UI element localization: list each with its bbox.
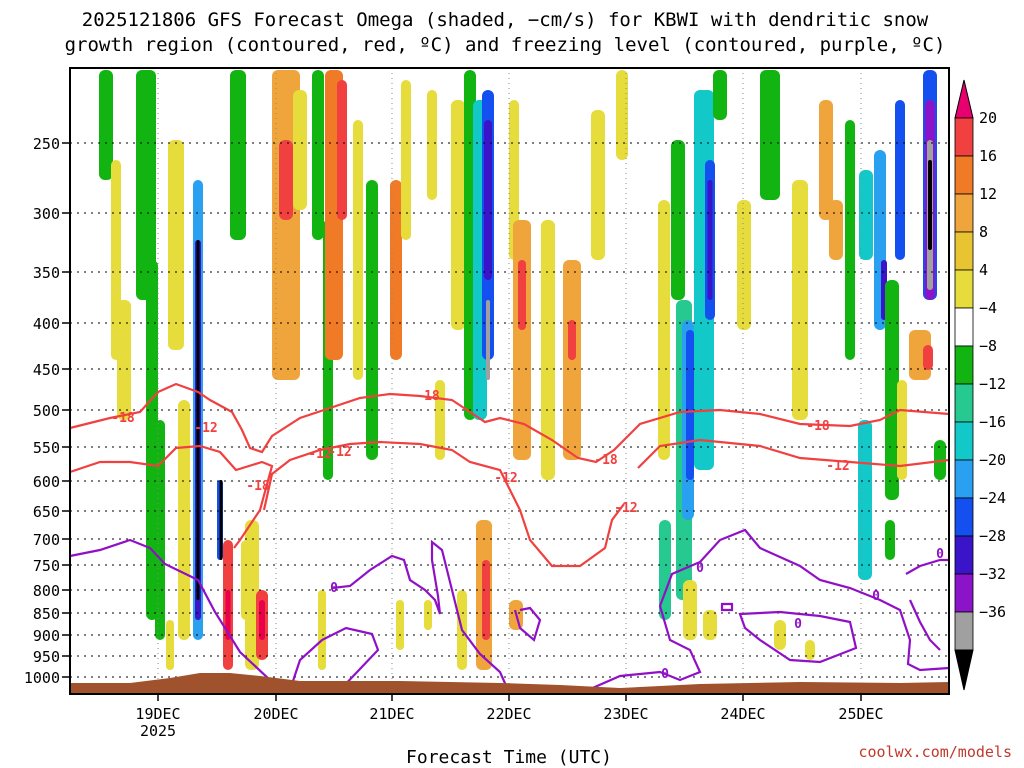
- colorbar-label: −28: [979, 527, 1006, 545]
- x-tick-label: 22DEC: [486, 705, 531, 723]
- y-axis: 250 300 350 400 450 500 550 600 650 700 750 800 850 9…: [24, 135, 70, 687]
- omega-shading: [99, 70, 946, 670]
- y-tick-label: 250: [33, 135, 60, 153]
- colorbar: 20 16 12 8 4 −4 −8 −12 −16 −20 −24 −28 −32 −36: [954, 79, 1006, 691]
- contour-label: -18: [416, 389, 440, 404]
- y-tick-label: 550: [33, 439, 60, 457]
- y-tick-label: 400: [33, 315, 60, 333]
- x-tick-label: 23DEC: [603, 705, 648, 723]
- colorbar-label: −4: [979, 299, 997, 317]
- colorbar-label: −16: [979, 413, 1006, 431]
- y-tick-label: 650: [33, 503, 60, 521]
- contour-label: -18: [111, 411, 135, 426]
- contour-label: 0: [661, 667, 669, 682]
- colorbar-swatch: [954, 231, 974, 271]
- credit-text: coolwx.com/models: [858, 743, 1012, 761]
- y-tick-label: 300: [33, 205, 60, 223]
- contour-label: 0: [872, 589, 880, 604]
- colorbar-swatch: [954, 421, 974, 461]
- x-axis: 19DEC 20DEC 21DEC 22DEC 23DEC 24DEC 25DEC: [135, 694, 884, 723]
- contour-label: 0: [794, 617, 802, 632]
- colorbar-top-arrow: [954, 79, 974, 119]
- x-tick-label: 25DEC: [838, 705, 883, 723]
- x-tick-label: 24DEC: [720, 705, 765, 723]
- terrain-fill: [70, 673, 949, 694]
- colorbar-swatch: [954, 573, 974, 613]
- y-tick-label: 700: [33, 531, 60, 549]
- colorbar-label: 20: [979, 109, 997, 127]
- contour-zero-a: [69, 538, 542, 691]
- colorbar-bottom-arrow: [954, 649, 974, 691]
- colorbar-label: −24: [979, 489, 1006, 507]
- chart-title-line2: growth region (contoured, red, ºC) and f…: [65, 34, 946, 56]
- contour-minus12: [69, 438, 950, 568]
- y-tick-label: 600: [33, 473, 60, 491]
- colorbar-swatch: [954, 383, 974, 423]
- contour-label: -12: [826, 459, 849, 474]
- colorbar-label: −12: [979, 375, 1006, 393]
- colorbar-swatch: [954, 611, 974, 651]
- x-axis-year: 2025: [140, 722, 176, 740]
- colorbar-label: −32: [979, 565, 1006, 583]
- colorbar-label: 12: [979, 185, 997, 203]
- y-tick-label: 750: [33, 557, 60, 575]
- contour-label: -18: [594, 453, 618, 468]
- contour-label: -12: [614, 501, 637, 516]
- colorbar-swatch: [954, 459, 974, 499]
- y-tick-label: 850: [33, 605, 60, 623]
- colorbar-swatch: [954, 307, 974, 347]
- contour-zero-c: [720, 602, 858, 664]
- colorbar-swatch: [954, 345, 974, 385]
- colorbar-swatch: [954, 193, 974, 233]
- contour-label: -12: [328, 445, 351, 460]
- y-tick-label: 950: [33, 648, 60, 666]
- colorbar-label: 4: [979, 261, 988, 279]
- contour-label: -12: [194, 421, 217, 436]
- x-tick-label: 21DEC: [369, 705, 414, 723]
- y-tick-label: 350: [33, 264, 60, 282]
- colorbar-label: −36: [979, 603, 1006, 621]
- contour-label: 0: [936, 547, 944, 562]
- colorbar-label: −8: [979, 337, 997, 355]
- x-axis-label: Forecast Time (UTC): [406, 747, 612, 768]
- y-tick-label: 500: [33, 402, 60, 420]
- contour-label: -18: [806, 419, 830, 434]
- y-tick-label: 1000: [24, 669, 60, 687]
- y-tick-label: 450: [33, 361, 60, 379]
- colorbar-label: 8: [979, 223, 988, 241]
- colorbar-label: 16: [979, 147, 997, 165]
- contour-label: 0: [696, 561, 704, 576]
- contour-label: -12: [308, 447, 331, 462]
- y-tick-label: 800: [33, 582, 60, 600]
- chart-title-line1: 2025121806 GFS Forecast Omega (shaded, −…: [82, 9, 929, 31]
- colorbar-swatch: [954, 497, 974, 537]
- contour-label: 0: [330, 581, 338, 596]
- contour-zero-d: [905, 558, 949, 651]
- contour-zero-b: [587, 528, 950, 692]
- contour-label: -12: [494, 471, 517, 486]
- contour-label: -18: [246, 479, 270, 494]
- colorbar-swatch: [954, 155, 974, 195]
- x-tick-label: 20DEC: [253, 705, 298, 723]
- x-tick-label: 19DEC: [135, 705, 180, 723]
- colorbar-swatch: [954, 269, 974, 309]
- colorbar-label: −20: [979, 451, 1006, 469]
- y-tick-label: 900: [33, 627, 60, 645]
- contour-minus18: [69, 382, 950, 464]
- colorbar-swatch: [954, 535, 974, 575]
- colorbar-swatch: [954, 117, 974, 157]
